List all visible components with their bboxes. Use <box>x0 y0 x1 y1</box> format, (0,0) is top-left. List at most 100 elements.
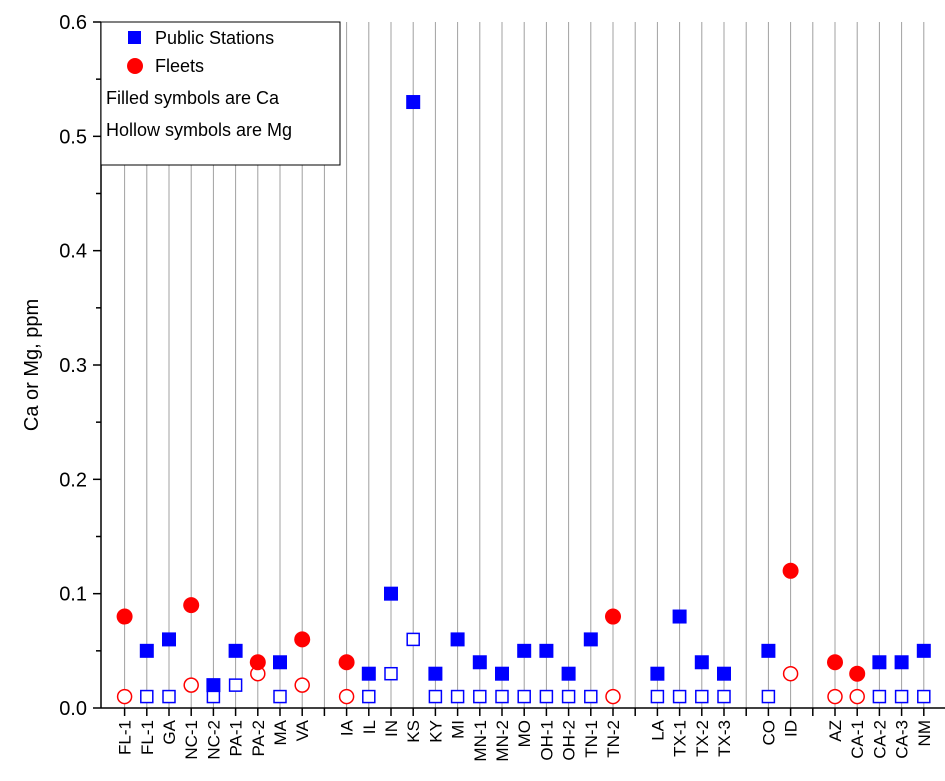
mg-point <box>140 689 154 704</box>
mg-point <box>695 689 709 704</box>
y-tick-label: 0.1 <box>59 584 87 606</box>
x-tick-label: MO <box>515 720 534 747</box>
mg-point <box>406 632 420 647</box>
y-tick-label: 0.2 <box>59 469 87 491</box>
legend-public-label: Public Stations <box>155 28 274 48</box>
ca-point <box>894 655 909 670</box>
mg-point <box>473 689 487 704</box>
x-tick-label: OH-1 <box>537 720 556 761</box>
x-tick-label: FL-1 <box>116 720 135 755</box>
x-tick-label: OH-2 <box>560 720 579 761</box>
y-ticks: 0.0 0.1 0.2 0.3 0.4 0.5 0.6 <box>59 12 101 720</box>
ca-point <box>450 632 465 647</box>
mg-point <box>362 689 376 704</box>
mg-point <box>650 689 665 704</box>
ca-point <box>827 654 843 671</box>
x-tick-label: CO <box>759 720 778 746</box>
mg-point <box>428 689 443 704</box>
x-tick-label: MI <box>449 720 468 739</box>
mg-point <box>917 689 931 704</box>
x-tick-labels: FL-1 FL-1 GA NC-1 NC-2 PA-1 PA-2 MA VA IA IL IN KS KY… <box>116 719 934 761</box>
mg-point <box>872 689 887 704</box>
y-axis-title: Ca or Mg, ppm <box>21 299 43 431</box>
x-tick-label: IA <box>338 719 357 736</box>
ca-point <box>428 666 443 681</box>
legend-fleet-label: Fleets <box>155 56 204 76</box>
ca-point <box>162 632 176 647</box>
x-tick-label: MN-2 <box>493 720 512 762</box>
mg-point <box>827 688 843 705</box>
y-tick-label: 0.0 <box>59 698 87 720</box>
x-tick-label: TX-2 <box>693 720 712 757</box>
ca-point <box>849 665 866 682</box>
mg-point <box>183 677 199 693</box>
ca-point <box>672 609 687 624</box>
y-tick-label: 0.5 <box>59 126 87 148</box>
mg-point <box>849 688 865 705</box>
mg-point <box>273 689 287 704</box>
ca-point <box>139 643 154 658</box>
mg-point <box>717 689 731 704</box>
ca-point <box>116 608 133 625</box>
ca-point <box>517 643 532 658</box>
legend-note-hollow: Hollow symbols are Mg <box>106 120 292 140</box>
mg-point <box>162 689 176 704</box>
x-tick-label: MN-1 <box>471 720 490 762</box>
ca-point <box>338 654 355 671</box>
data-marks <box>116 95 931 705</box>
x-tick-label: ID <box>782 720 801 737</box>
mg-point <box>894 689 909 704</box>
mg-point <box>206 689 221 704</box>
ca-point <box>583 632 598 647</box>
ca-point <box>361 666 376 681</box>
x-tick-label: IL <box>360 720 379 734</box>
ca-point <box>183 597 200 614</box>
x-tick-label: TX-1 <box>671 720 690 757</box>
x-tick-label: PA-1 <box>227 720 246 757</box>
mg-point <box>294 677 310 693</box>
y-tick-label: 0.6 <box>59 12 87 34</box>
ca-point <box>717 666 731 681</box>
mg-point <box>561 689 576 704</box>
mg-point <box>672 689 687 704</box>
x-tick-label: GA <box>160 719 179 744</box>
mg-point <box>761 689 776 704</box>
legend: Public Stations Fleets Filled symbols ar… <box>100 21 341 166</box>
x-tick-label: KS <box>404 720 423 743</box>
ca-point <box>273 655 287 670</box>
mg-point <box>605 688 621 705</box>
x-tick-label: FL-1 <box>138 720 157 755</box>
mg-point <box>228 678 243 692</box>
x-tick-label: CA-2 <box>870 720 889 759</box>
x-tick-label: KY <box>426 720 445 743</box>
mg-point <box>116 688 133 705</box>
x-tick-label: TX-3 <box>715 720 734 757</box>
mg-point <box>450 689 465 704</box>
x-tick-label: VA <box>293 719 312 741</box>
ca-point <box>561 666 576 681</box>
x-tick-label: IN <box>382 720 401 737</box>
ca-point <box>761 643 776 658</box>
mg-point <box>338 688 355 705</box>
ca-point <box>495 666 509 681</box>
ca-point <box>916 643 931 658</box>
x-tick-label: LA <box>648 719 667 740</box>
ca-point <box>472 655 487 670</box>
ca-point <box>206 678 221 693</box>
ca-point <box>694 655 709 670</box>
ca-point <box>228 643 243 658</box>
ca-point <box>249 654 266 671</box>
x-tick-label: TN-2 <box>604 720 623 758</box>
ca-point <box>539 643 554 658</box>
mg-point <box>384 666 398 681</box>
x-tick-label: NC-1 <box>182 720 201 760</box>
mg-point <box>782 665 799 682</box>
ca-point <box>782 562 799 579</box>
mg-point <box>539 689 554 704</box>
mg-point <box>584 689 598 704</box>
mg-point <box>495 689 509 704</box>
ca-point <box>294 631 311 648</box>
ca-point <box>605 608 621 625</box>
legend-box <box>100 21 341 166</box>
